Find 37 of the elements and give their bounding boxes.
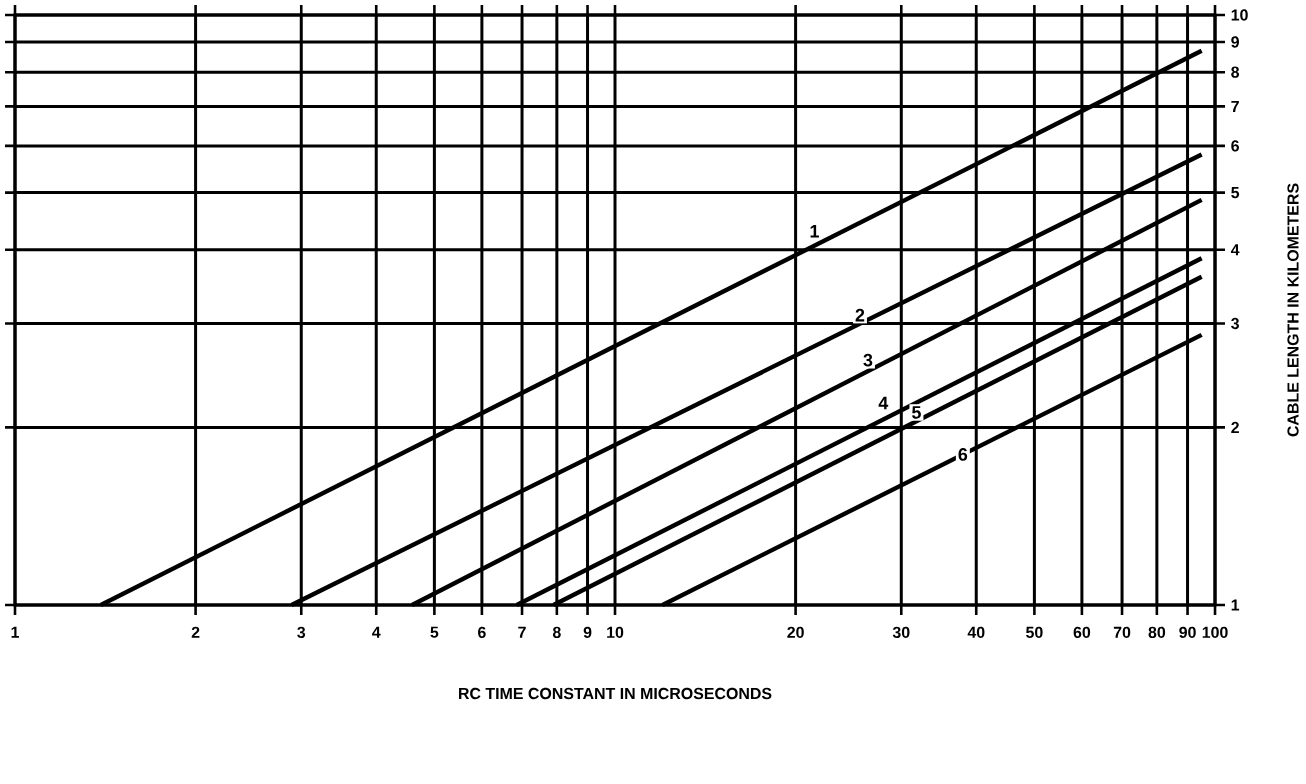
x-tick-label: 7: [518, 626, 526, 638]
x-tick-label: 50: [1026, 626, 1043, 638]
x-tick-label: 10: [607, 626, 624, 638]
annotation: 1: [810, 225, 819, 238]
x-tick-label: 40: [967, 626, 985, 638]
annotation: 4: [878, 396, 889, 410]
x-tick-label: 5: [430, 626, 439, 638]
y-tick-label: 4: [1230, 244, 1240, 256]
y-tick-label: 1: [1231, 599, 1240, 611]
y-tick-label: 10: [1231, 9, 1248, 21]
x-tick-label: 4: [372, 626, 381, 638]
annotation: 6: [958, 448, 968, 461]
y-tick-label: 6: [1231, 140, 1239, 152]
x-tick-label: 90: [1179, 626, 1196, 638]
y-tick-label: 5: [1231, 187, 1240, 199]
x-tick-label: 20: [787, 626, 804, 638]
y-tick-label: 2: [1231, 421, 1239, 433]
x-tick-label: 100: [1202, 626, 1228, 638]
x-tick-label: 60: [1073, 626, 1091, 638]
y-tick-label: 7: [1231, 100, 1239, 112]
y-axis-title: CABLE LENGTH IN KILOMETERS: [1287, 183, 1299, 437]
x-tick-label: 2: [191, 626, 200, 638]
y-tick-label: 8: [1231, 66, 1240, 78]
x-axis-title: RC TIME CONSTANT IN MICROSECONDS: [459, 687, 772, 700]
x-tick-label: 8: [552, 626, 561, 638]
x-tick-label: 9: [583, 626, 592, 638]
x-tick-label: 6: [478, 626, 486, 638]
x-tick-label: 1: [11, 626, 19, 638]
annotation: 5: [912, 406, 921, 419]
y-tick-label: 3: [1231, 317, 1239, 330]
annotation: 3: [863, 353, 873, 367]
x-tick-label: 80: [1148, 626, 1166, 638]
x-tick-label: 3: [297, 626, 306, 639]
x-tick-label: 70: [1113, 626, 1131, 638]
y-tick-label: 9: [1231, 36, 1239, 48]
x-tick-label: 30: [892, 626, 910, 639]
annotation: 2: [855, 308, 865, 322]
